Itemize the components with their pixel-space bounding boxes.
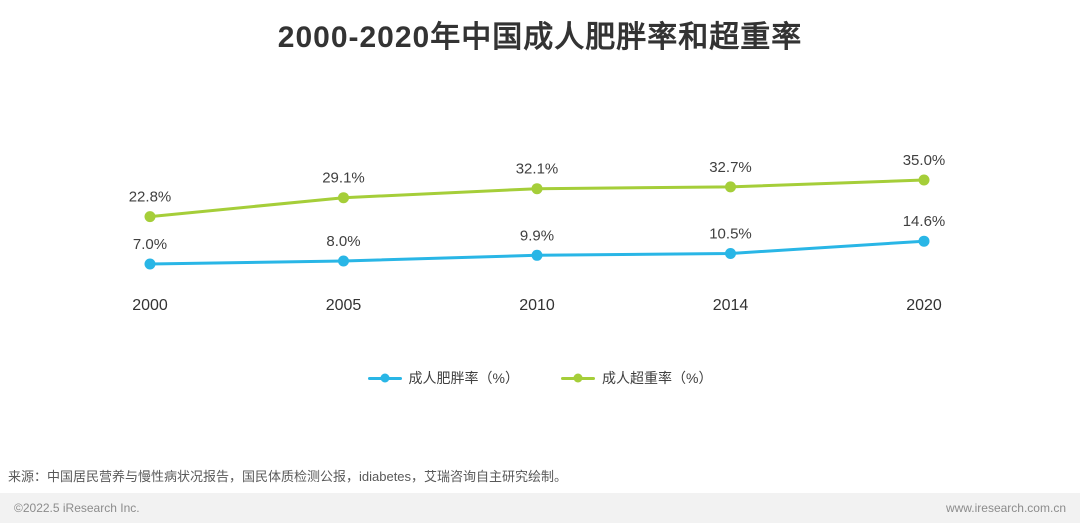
data-label: 32.1% [516,161,559,178]
legend-swatch-dot [380,373,390,383]
legend-swatch [367,373,402,383]
data-label: 14.6% [903,213,946,230]
x-axis-label: 2000 [132,297,168,314]
footer-bar: ©2022.5 iResearch Inc. www.iresearch.com… [0,493,1080,523]
data-point [531,183,543,195]
data-label: 10.5% [709,226,752,243]
data-point [338,255,349,267]
legend-item: 成人肥胖率（%） [367,368,519,388]
data-label: 32.7% [709,159,752,176]
copyright-text: ©2022.5 iResearch Inc. [14,501,140,515]
legend-swatch-dot [573,373,583,383]
x-axis-label: 2005 [326,297,362,314]
data-point [725,248,736,259]
data-point [725,181,736,193]
data-point [531,249,543,261]
data-label: 35.0% [903,152,946,169]
x-axis-label: 2014 [713,297,749,314]
website-link: www.iresearch.com.cn [945,501,1066,515]
data-label: 22.8% [129,189,172,206]
line-chart: 2000 2005 2010 2014 2020 7.0% 8.0% 9.9% 10.5% 14.… [129,152,946,314]
legend-label: 成人肥胖率（%） [408,370,519,386]
data-point [918,174,930,186]
data-point [918,235,930,247]
legend-swatch [561,373,595,383]
data-point [144,211,156,223]
data-label: 7.0% [133,236,167,253]
data-label: 9.9% [520,227,554,244]
x-axis-label: 2010 [519,297,555,314]
data-point [338,192,349,204]
data-point [144,258,156,270]
data-label: 8.0% [326,233,360,250]
chart-legend: 成人肥胖率（%） 成人超重率（%） [0,368,1080,388]
source-note: 来源：中国居民营养与慢性病状况报告，国民体质检测公报，idiabetes，艾瑞咨… [8,469,568,484]
legend-label: 成人超重率（%） [602,370,713,386]
data-label: 29.1% [322,170,365,187]
chart-title: 2000-2020年中国成人肥胖率和超重率 [277,21,803,54]
x-axis-label: 2020 [906,297,942,314]
legend-item: 成人超重率（%） [561,368,712,388]
